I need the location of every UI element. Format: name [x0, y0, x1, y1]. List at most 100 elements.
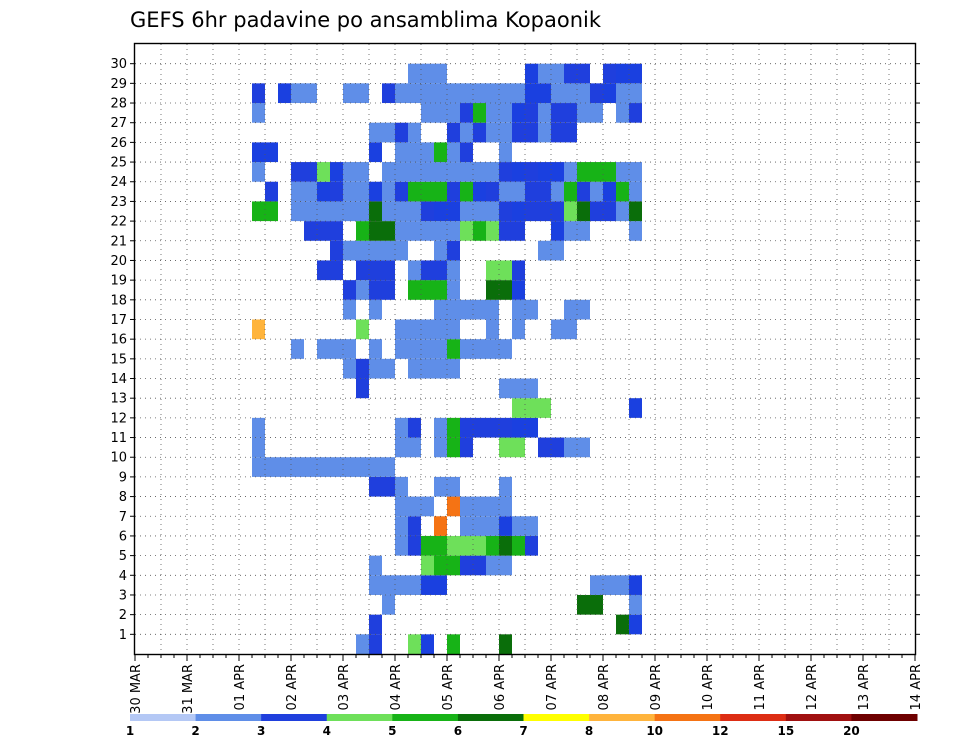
x-tick-label: 01 APR — [233, 664, 248, 710]
heatmap-cell — [590, 594, 603, 615]
y-tick-label: 21 — [110, 234, 127, 249]
heatmap-cell — [447, 496, 460, 517]
heatmap-cell — [486, 201, 499, 222]
heatmap-cell — [330, 162, 343, 182]
heatmap-cell — [421, 535, 434, 556]
heatmap-cell — [551, 63, 564, 84]
colorbar-swatch — [720, 714, 787, 721]
heatmap-cell — [356, 280, 369, 300]
heatmap-cell — [369, 634, 382, 654]
heatmap-cell — [330, 457, 343, 477]
heatmap-cell — [291, 457, 304, 477]
y-tick-label: 29 — [110, 77, 127, 92]
heatmap-cell — [356, 457, 369, 477]
heatmap-cell — [343, 83, 356, 104]
heatmap-cell — [343, 201, 356, 222]
heatmap-cell — [408, 535, 421, 556]
heatmap-cell — [512, 181, 525, 202]
heatmap-cell — [434, 417, 447, 438]
heatmap-cell — [538, 181, 551, 202]
colorbar-label: 20 — [843, 724, 860, 738]
heatmap-cell — [486, 162, 499, 182]
heatmap-cell — [304, 181, 317, 202]
heatmap-cell — [421, 162, 434, 182]
heatmap-cell — [447, 221, 460, 241]
heatmap-cell — [512, 221, 525, 241]
colorbar-swatch — [654, 714, 721, 721]
heatmap-cell — [343, 457, 356, 477]
heatmap-cell — [460, 555, 473, 576]
heatmap-cell — [525, 122, 538, 143]
colorbar-swatch — [785, 714, 852, 721]
colorbar-swatch — [195, 714, 262, 721]
heatmap-cell — [551, 103, 564, 123]
heatmap-cell — [564, 103, 577, 123]
heatmap-cell — [395, 496, 408, 517]
heatmap-cell — [434, 83, 447, 104]
heatmap-cell — [629, 594, 642, 615]
heatmap-cell — [590, 201, 603, 222]
colorbar-label: 1 — [126, 724, 134, 738]
heatmap-cell — [434, 103, 447, 123]
heatmap-cell — [538, 201, 551, 222]
heatmap-cell — [421, 83, 434, 104]
heatmap-cell — [486, 103, 499, 123]
y-tick-label: 27 — [110, 116, 127, 131]
heatmap-cell — [551, 181, 564, 202]
x-tick-label: 04 APR — [389, 664, 404, 710]
heatmap-cell — [525, 516, 538, 536]
heatmap-cell — [395, 339, 408, 359]
heatmap-cell — [629, 63, 642, 84]
colorbar-label: 4 — [323, 724, 331, 738]
heatmap-cell — [525, 299, 538, 320]
heatmap-cell — [434, 476, 447, 497]
heatmap-cell — [525, 162, 538, 182]
heatmap-cell — [408, 575, 421, 595]
y-tick-label: 19 — [110, 274, 127, 289]
y-tick-label: 7 — [119, 510, 127, 525]
heatmap-cell — [499, 437, 512, 458]
heatmap-cell — [317, 221, 330, 241]
colorbar-swatch — [261, 714, 328, 721]
heatmap-cell — [460, 201, 473, 222]
heatmap-cell — [421, 103, 434, 123]
heatmap-cell — [551, 437, 564, 458]
heatmap-cell — [382, 476, 395, 497]
heatmap-cell — [499, 516, 512, 536]
heatmap-cell — [629, 181, 642, 202]
heatmap-cell — [421, 555, 434, 576]
heatmap-cell — [629, 83, 642, 104]
heatmap-cell — [421, 358, 434, 379]
heatmap-cell — [616, 162, 629, 182]
y-tick-label: 12 — [110, 411, 127, 426]
heatmap-cell — [408, 122, 421, 143]
heatmap-cell — [343, 299, 356, 320]
heatmap-cell — [525, 83, 538, 104]
heatmap-cell — [525, 398, 538, 418]
x-tick-label: 30 MAR — [129, 664, 144, 714]
y-tick-label: 16 — [110, 333, 127, 348]
colorbar-swatch — [457, 714, 524, 721]
heatmap-cell — [590, 575, 603, 595]
heatmap-cell — [291, 201, 304, 222]
heatmap-cell — [564, 221, 577, 241]
heatmap-cell — [499, 535, 512, 556]
colorbar-label: 3 — [257, 724, 265, 738]
heatmap-cell — [343, 181, 356, 202]
heatmap-cell — [525, 378, 538, 399]
heatmap-cell — [265, 142, 278, 163]
heatmap-cell — [447, 358, 460, 379]
heatmap-cell — [486, 555, 499, 576]
y-tick-label: 18 — [110, 293, 127, 308]
heatmap-cell — [473, 221, 486, 241]
colorbar-swatch — [130, 714, 197, 721]
heatmap-cell — [512, 260, 525, 281]
heatmap-cell — [447, 181, 460, 202]
heatmap-cell — [421, 260, 434, 281]
heatmap-cell — [434, 555, 447, 576]
heatmap-cell — [408, 516, 421, 536]
heatmap-cell — [538, 240, 551, 261]
heatmap-cell — [538, 162, 551, 182]
heatmap-cell — [499, 103, 512, 123]
heatmap-cell — [616, 83, 629, 104]
